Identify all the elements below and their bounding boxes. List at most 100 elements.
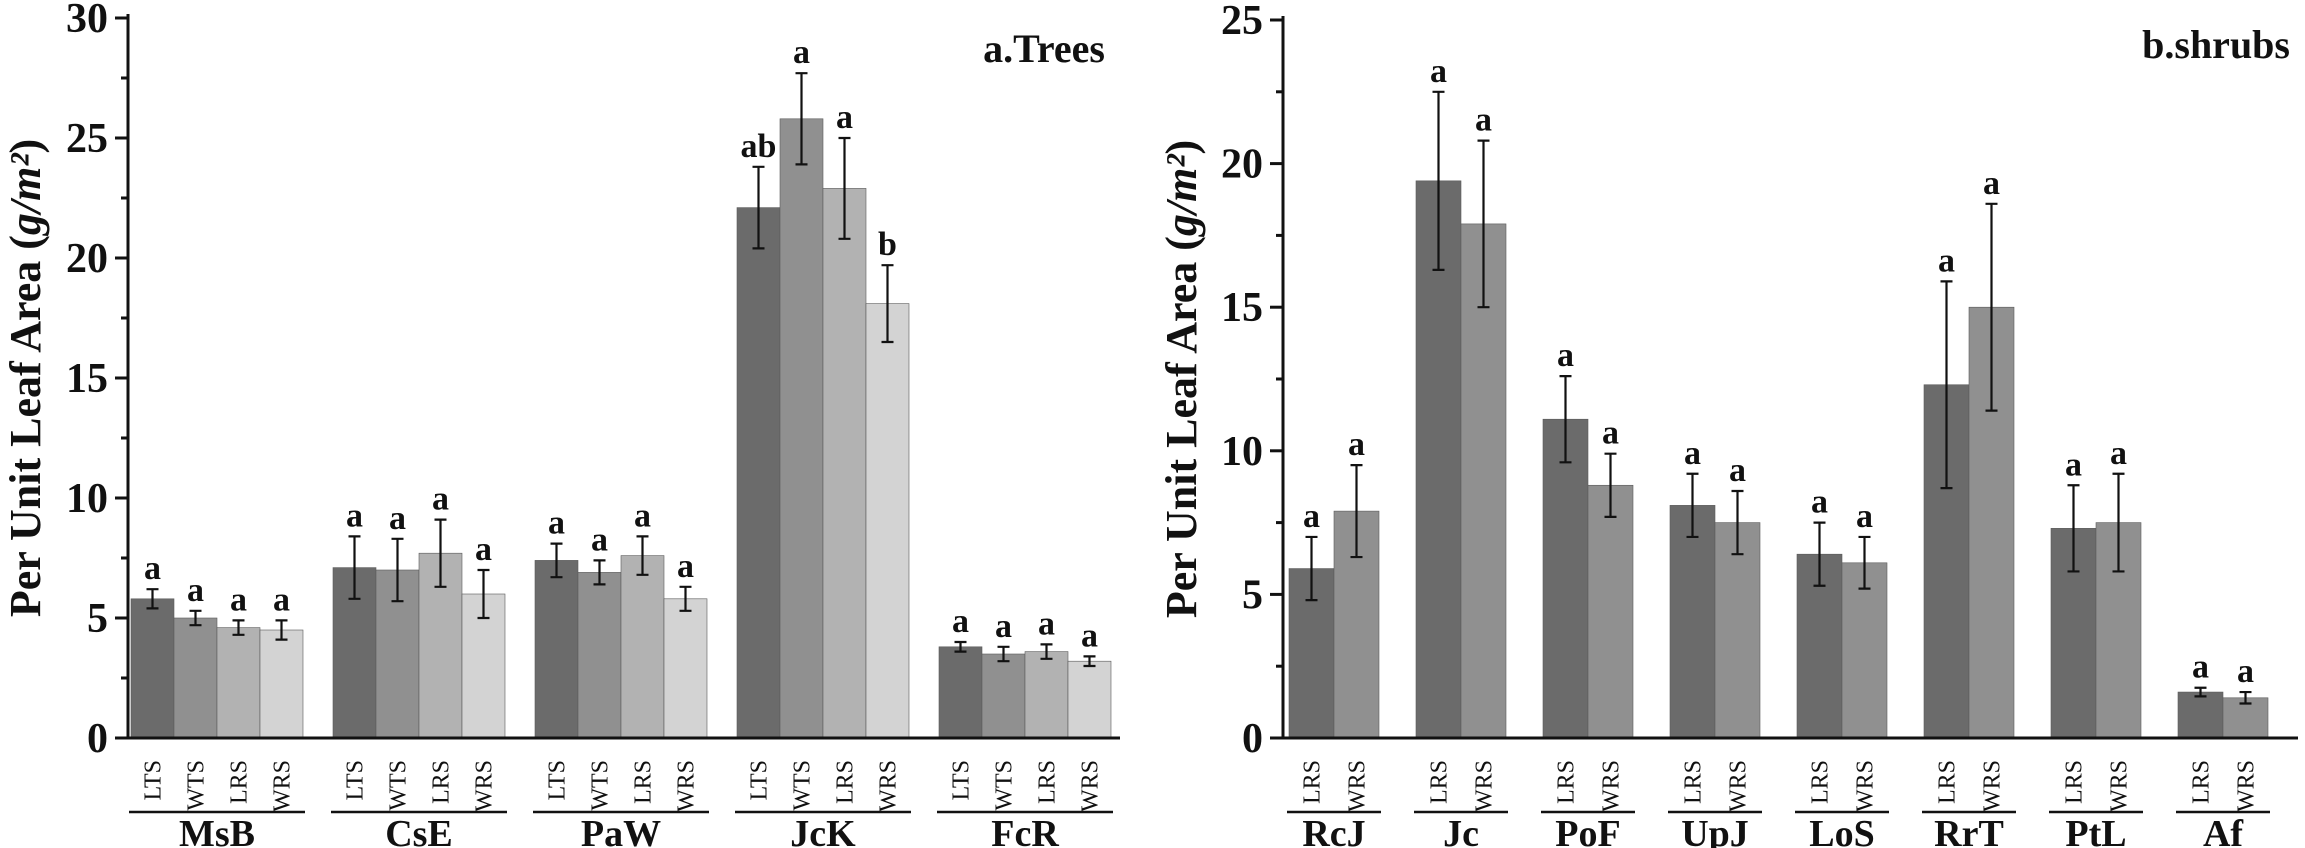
bar-PaW-LTS <box>534 560 579 739</box>
significance-label: a <box>1983 165 2000 202</box>
error-bar-PaW-LTS <box>550 542 563 579</box>
error-bar-Jc-WRS <box>1477 139 1490 309</box>
error-bar-PtL-WRS <box>2112 472 2125 573</box>
category-tick-label: LRS <box>1935 760 1961 804</box>
y-tick-label: 5 <box>87 596 108 642</box>
error-bar-PaW-WTS <box>593 559 606 586</box>
error-bar-PaW-WRS <box>679 585 692 612</box>
significance-label: a <box>144 550 161 587</box>
category-tick-label: WRS <box>674 760 700 812</box>
bar-Jc-LRS <box>1415 180 1462 739</box>
error-bar-RrT-WRS <box>1985 202 1998 412</box>
significance-label: a <box>2110 435 2127 472</box>
bar-PaW-LRS <box>620 555 665 739</box>
significance-label: a <box>677 548 694 585</box>
category-tick-label: WTS <box>992 760 1018 811</box>
error-bar-RrT-LRS <box>1940 280 1953 490</box>
group-label-Jc: Jc <box>1443 813 1479 848</box>
bar-PoF-LRS <box>1542 418 1589 739</box>
error-bar-JcK-LTS <box>752 165 765 250</box>
category-tick-label: WRS <box>1853 760 1879 812</box>
group-label-RrT: RrT <box>1934 813 2004 848</box>
y-tick-label: 15 <box>66 356 108 402</box>
category-tick-label: LRS <box>1300 760 1326 804</box>
category-tick-label: WRS <box>1599 760 1625 812</box>
error-bar-FcR-WTS <box>997 645 1010 663</box>
category-tick-label: WTS <box>790 760 816 811</box>
bar-PoF-WRS <box>1587 484 1634 739</box>
error-bar-LoS-LRS <box>1813 521 1826 587</box>
significance-label: a <box>273 581 290 618</box>
category-tick-label: LRS <box>1554 760 1580 804</box>
category-tick-label: LRS <box>1035 760 1061 804</box>
y-tick-label: 0 <box>87 716 108 762</box>
bar-PaW-WRS <box>663 598 708 739</box>
error-bar-Af-WRS <box>2239 690 2252 705</box>
bar-Af-LRS <box>2177 691 2224 739</box>
bar-JcK-WRS <box>865 303 910 739</box>
significance-label: a <box>187 572 204 609</box>
y-tick-label: 10 <box>1221 429 1263 475</box>
bar-FcR-WRS <box>1067 660 1112 739</box>
bar-PaW-WTS <box>577 572 622 739</box>
significance-label: a <box>432 481 449 518</box>
significance-label: a <box>389 500 406 537</box>
category-tick-label: LRS <box>631 760 657 804</box>
shrubs-panel-title: b.shrubs <box>2142 22 2290 67</box>
error-bar-RcJ-LRS <box>1305 535 1318 602</box>
group-label-MsB: MsB <box>179 813 255 848</box>
error-bar-PoF-LRS <box>1559 375 1572 464</box>
category-tick-label: WTS <box>184 760 210 811</box>
category-tick-label: WTS <box>588 760 614 811</box>
category-tick-label: LRS <box>227 760 253 804</box>
bar-MsB-LTS <box>130 598 175 739</box>
bar-JcK-LRS <box>822 188 867 739</box>
significance-label: a <box>1557 337 1574 374</box>
significance-label: a <box>548 505 565 542</box>
error-bar-MsB-LRS <box>232 619 245 636</box>
significance-label: a <box>2237 653 2254 690</box>
error-bar-PtL-LRS <box>2067 484 2080 573</box>
category-tick-label: LTS <box>949 760 975 800</box>
error-bar-UpJ-LRS <box>1686 472 1699 539</box>
significance-label: a <box>634 497 651 534</box>
bar-JcK-WTS <box>779 118 824 739</box>
category-tick-label: WTS <box>386 760 412 811</box>
error-bar-CsE-LRS <box>434 518 447 588</box>
bar-UpJ-WRS <box>1714 522 1761 739</box>
shrubs-panel: Per Unit Leaf Area (g/m²) b.shrubs a LRS a… <box>1157 0 2298 848</box>
y-tick-label: 10 <box>66 476 108 522</box>
significance-label: a <box>591 521 608 558</box>
category-tick-label: LRS <box>429 760 455 804</box>
significance-label: a <box>1081 617 1098 654</box>
error-bar-Af-LRS <box>2194 686 2207 698</box>
significance-label: a <box>1602 415 1619 452</box>
error-bar-JcK-WRS <box>881 264 894 344</box>
group-label-PoF: PoF <box>1555 813 1620 848</box>
group-label-UpJ: UpJ <box>1681 813 1749 848</box>
significance-label: a <box>1303 498 1320 535</box>
significance-label: a <box>2192 649 2209 686</box>
error-bar-UpJ-WRS <box>1731 489 1744 556</box>
significance-label: a <box>1811 484 1828 521</box>
error-bar-RcJ-WRS <box>1350 464 1363 559</box>
error-bar-LoS-WRS <box>1858 535 1871 590</box>
category-tick-label: WRS <box>876 760 902 812</box>
category-tick-label: WRS <box>1472 760 1498 812</box>
significance-label: a <box>1938 242 1955 279</box>
error-bar-CsE-LTS <box>348 535 361 600</box>
category-tick-label: WRS <box>2234 760 2260 812</box>
bar-MsB-LRS <box>216 627 261 739</box>
significance-label: a <box>2065 446 2082 483</box>
category-tick-label: LRS <box>1427 760 1453 804</box>
category-tick-label: WRS <box>270 760 296 812</box>
significance-label: a <box>1729 452 1746 489</box>
significance-label: a <box>1475 102 1492 139</box>
error-bar-FcR-LTS <box>954 640 967 653</box>
group-label-PtL: PtL <box>2065 813 2126 848</box>
significance-label: a <box>1430 53 1447 90</box>
bar-FcR-WTS <box>981 653 1026 739</box>
significance-label: ab <box>741 128 777 165</box>
y-tick-label: 0 <box>1242 716 1263 762</box>
